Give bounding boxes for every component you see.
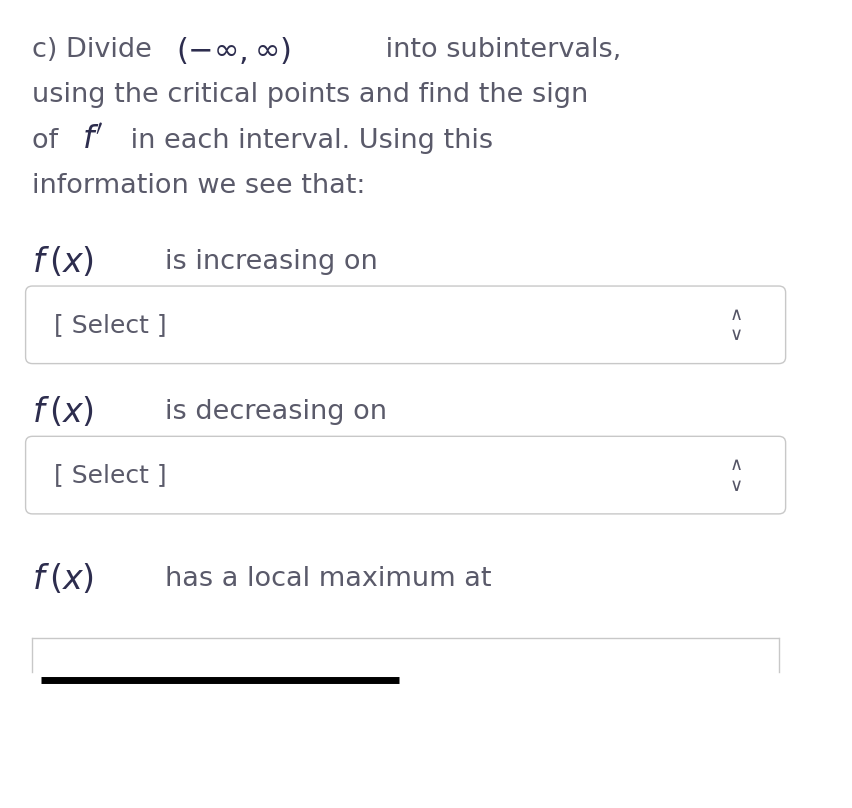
Text: of: of	[32, 128, 67, 154]
Text: is decreasing on: is decreasing on	[164, 399, 386, 425]
Text: information we see that:: information we see that:	[32, 173, 366, 199]
Text: [ Select ]: [ Select ]	[54, 463, 166, 487]
Text: $f\,(x)$: $f\,(x)$	[32, 395, 95, 429]
Text: has a local maximum at: has a local maximum at	[164, 566, 491, 591]
Text: ∧: ∧	[728, 306, 742, 324]
Text: $(-\infty,\infty)$: $(-\infty,\infty)$	[176, 35, 291, 65]
Text: in each interval. Using this: in each interval. Using this	[122, 128, 492, 154]
Text: ∧: ∧	[728, 457, 742, 474]
Text: $f'$: $f'$	[82, 125, 103, 156]
Text: [ Select ]: [ Select ]	[54, 313, 166, 337]
Text: is increasing on: is increasing on	[164, 249, 377, 275]
Text: using the critical points and find the sign: using the critical points and find the s…	[32, 82, 588, 108]
FancyBboxPatch shape	[26, 436, 785, 514]
Text: $f\,(x)$: $f\,(x)$	[32, 562, 95, 595]
Text: c) Divide: c) Divide	[32, 37, 161, 63]
FancyBboxPatch shape	[26, 286, 785, 364]
Text: ∨: ∨	[728, 326, 742, 344]
Text: into subintervals,: into subintervals,	[377, 37, 620, 63]
Text: $f\,(x)$: $f\,(x)$	[32, 245, 95, 279]
Text: ∨: ∨	[728, 477, 742, 494]
